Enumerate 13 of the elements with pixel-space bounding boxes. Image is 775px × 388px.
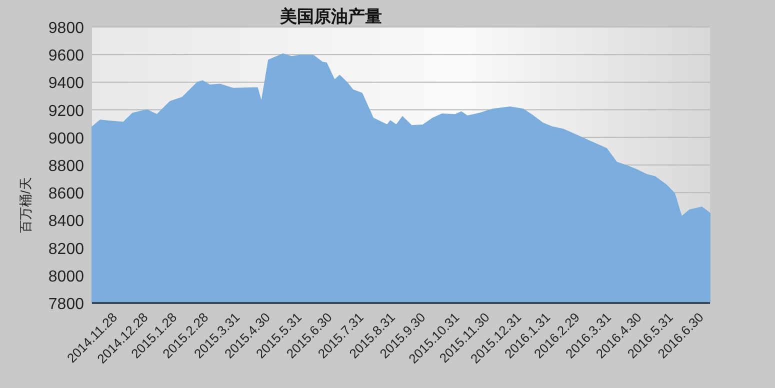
y-tick-label: 9000 [48, 130, 84, 148]
y-tick-label: 8400 [48, 213, 84, 230]
y-axis-title: 百万桶/天 [18, 177, 33, 233]
chart-title: 美国原油产量 [279, 7, 382, 26]
y-tick-label: 8200 [48, 240, 84, 258]
y-tick-label: 8000 [48, 268, 84, 286]
y-tick-label: 9200 [48, 102, 84, 120]
y-tick-label: 9600 [48, 48, 84, 65]
y-tick-label: 9800 [48, 20, 84, 37]
y-tick-label: 8800 [48, 158, 84, 175]
y-tick-label: 9400 [48, 75, 84, 92]
y-tick-label: 7800 [48, 296, 84, 313]
y-tick-label: 8600 [48, 186, 84, 203]
